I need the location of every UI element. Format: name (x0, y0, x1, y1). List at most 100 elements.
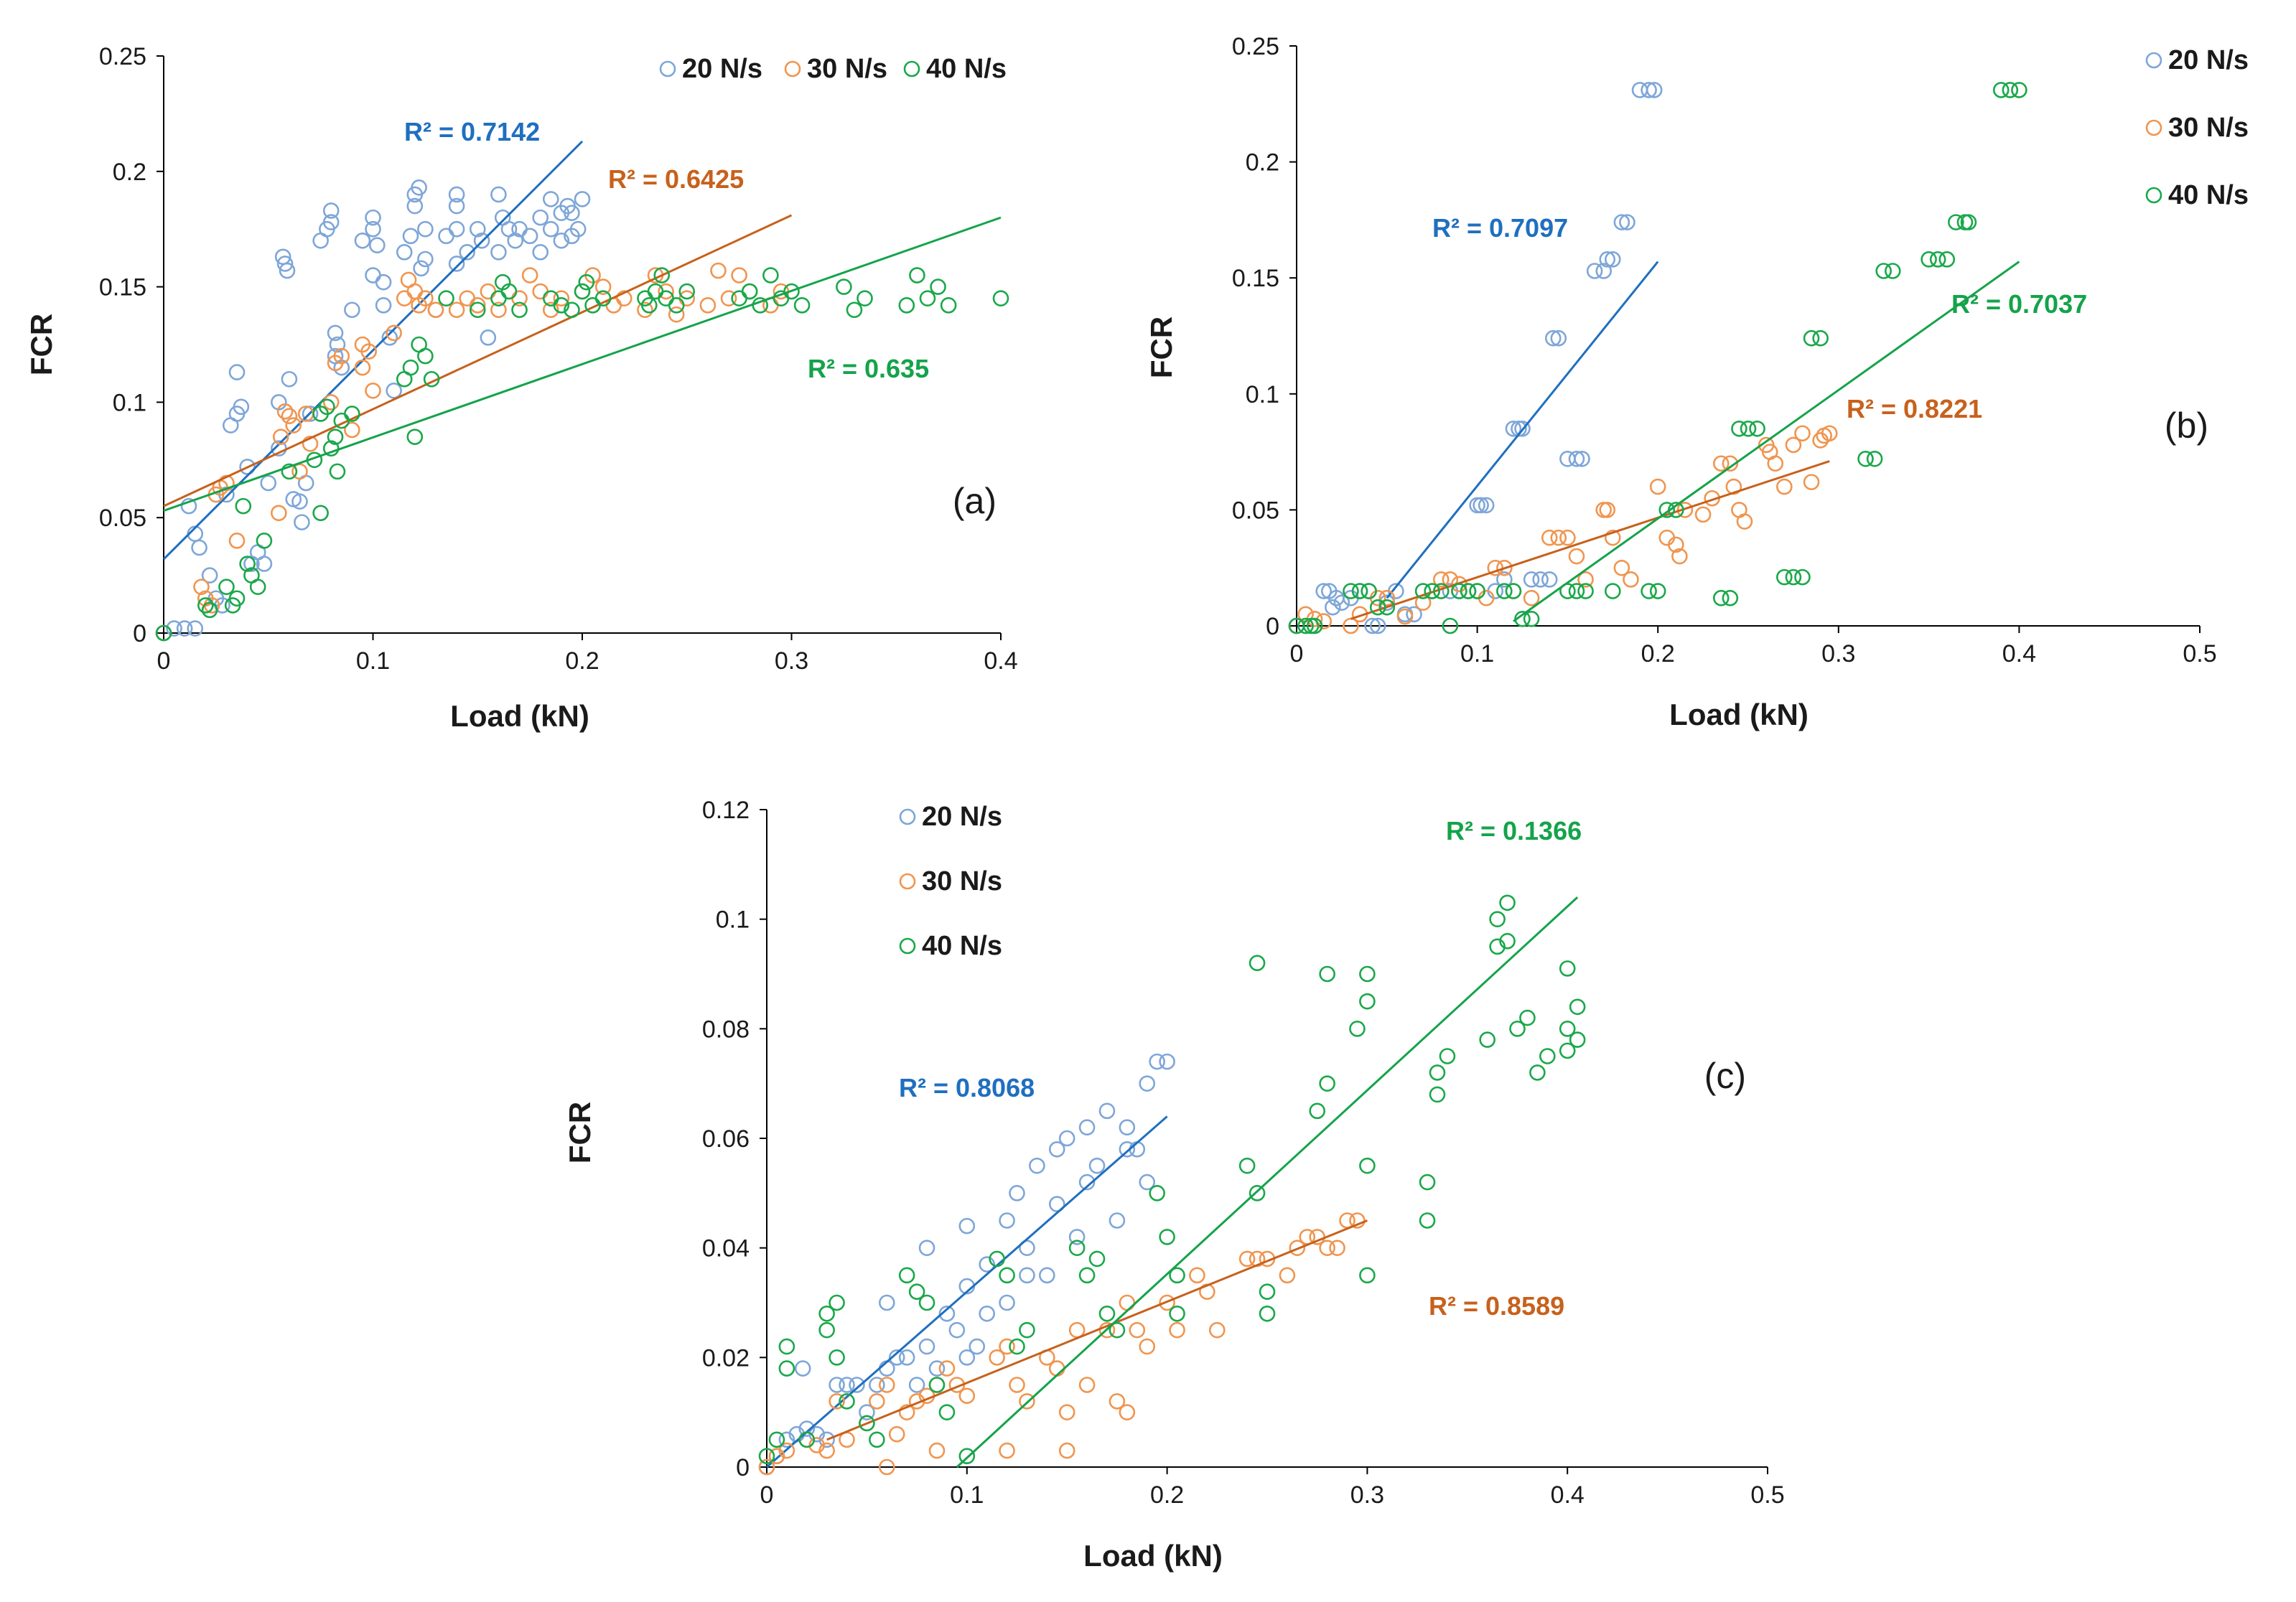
x-tick-label: 0.1 (950, 1481, 984, 1509)
data-point (354, 232, 371, 249)
data-point (402, 359, 419, 376)
data-point (511, 301, 528, 319)
data-point (448, 197, 465, 215)
data-point (1019, 1321, 1035, 1339)
data-point (1039, 1267, 1055, 1284)
data-point (1559, 1021, 1576, 1037)
data-point (521, 228, 538, 245)
data-point (438, 290, 454, 306)
data-point (898, 1404, 915, 1420)
panel-c: 0 0.1 0.2 0.3 0.4 0.5 0 0.02 0.04 0.06 0.08 0.1 0.12… (563, 797, 1785, 1573)
data-point (1329, 1240, 1345, 1256)
data-point (239, 459, 256, 475)
data-point (1712, 455, 1730, 472)
y-tick-label: 0.1 (113, 389, 146, 416)
y-axis-label: FCR (1144, 317, 1178, 378)
legend-marker (903, 60, 920, 78)
data-point (794, 1360, 811, 1377)
data-point (1514, 420, 1531, 437)
data-point (1749, 420, 1765, 437)
data-point (999, 1442, 1015, 1459)
data-point (908, 1377, 925, 1393)
r2-label: R² = 0.1366 (1446, 816, 1582, 846)
y-tick-label: 0.06 (702, 1125, 750, 1153)
legend-label: 30 N/s (922, 866, 1002, 896)
series-30-n-s: R² = 0.8589 (758, 1212, 1564, 1476)
data-point (1473, 497, 1489, 514)
data-point (344, 301, 360, 319)
legend-label: 40 N/s (2168, 180, 2249, 210)
data-point (1078, 1119, 1096, 1136)
series-30-n-s: R² = 0.6425 (155, 164, 793, 642)
data-point (423, 370, 440, 388)
data-point (720, 290, 737, 306)
data-point (940, 297, 957, 314)
panel-label: (c) (1704, 1056, 1746, 1096)
data-point (1098, 1305, 1116, 1322)
data-point (818, 1442, 835, 1459)
data-point (793, 297, 811, 314)
data-point (762, 267, 779, 284)
data-point (1149, 1053, 1165, 1070)
data-point (1523, 589, 1540, 606)
data-point (322, 440, 340, 457)
data-point (878, 1377, 895, 1393)
data-point (279, 262, 296, 279)
data-point (1442, 617, 1459, 634)
data-point (778, 1431, 795, 1448)
data-point (1349, 1021, 1366, 1037)
data-point (1559, 529, 1576, 546)
data-point (1586, 263, 1603, 279)
panel-label: (b) (2165, 406, 2208, 446)
data-point (958, 1349, 976, 1366)
data-point (1189, 1267, 1205, 1284)
data-point (958, 1217, 976, 1235)
data-point (329, 336, 346, 353)
data-point (191, 539, 207, 556)
data-point (285, 417, 302, 434)
data-point (260, 474, 277, 492)
data-point (999, 1267, 1015, 1284)
data-point (1209, 1321, 1226, 1339)
data-point (888, 1349, 905, 1366)
data-point (1605, 529, 1621, 546)
data-point (1938, 251, 1956, 268)
data-point (1159, 1229, 1175, 1245)
data-point (574, 283, 591, 300)
data-point (381, 329, 398, 346)
data-point (878, 1458, 895, 1476)
data-point (1613, 559, 1630, 576)
data-point (1740, 420, 1757, 437)
data-point (1595, 263, 1613, 279)
y-tick-label: 0.04 (702, 1235, 750, 1263)
data-point (1048, 1140, 1065, 1158)
data-point (658, 283, 674, 300)
data-point (1378, 599, 1396, 616)
data-point (710, 262, 727, 279)
panel-b: 0 0.1 0.2 0.3 0.4 0.5 0 0.05 0.1 0.15 0.2 0.25 Load … (1144, 33, 2249, 731)
data-point (1319, 1075, 1335, 1092)
data-point (1499, 894, 1516, 912)
data-point (1109, 1212, 1126, 1229)
data-point (1569, 1031, 1586, 1048)
data-point (1866, 450, 1883, 467)
data-point (1169, 1305, 1185, 1322)
data-point (569, 220, 587, 238)
legend-marker (899, 873, 916, 890)
data-point (768, 1431, 785, 1448)
data-point (798, 1420, 816, 1437)
data-point (1505, 420, 1522, 437)
data-point (281, 463, 298, 480)
data-point (1149, 1185, 1165, 1202)
data-point (406, 428, 424, 445)
data-point (193, 578, 210, 595)
legend-label: 40 N/s (926, 54, 1007, 84)
data-point (507, 232, 524, 249)
data-point (1068, 1229, 1086, 1245)
data-point (1569, 998, 1586, 1016)
data-point (999, 1338, 1015, 1355)
data-point (480, 329, 497, 346)
data-point (448, 186, 465, 203)
data-point (778, 1360, 795, 1377)
x-tick-label: 0 (760, 1481, 774, 1509)
